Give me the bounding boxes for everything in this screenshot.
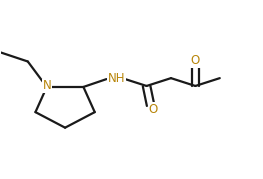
Text: O: O xyxy=(149,103,158,116)
Text: O: O xyxy=(191,54,200,67)
Text: N: N xyxy=(42,79,51,93)
Text: NH: NH xyxy=(108,72,125,85)
